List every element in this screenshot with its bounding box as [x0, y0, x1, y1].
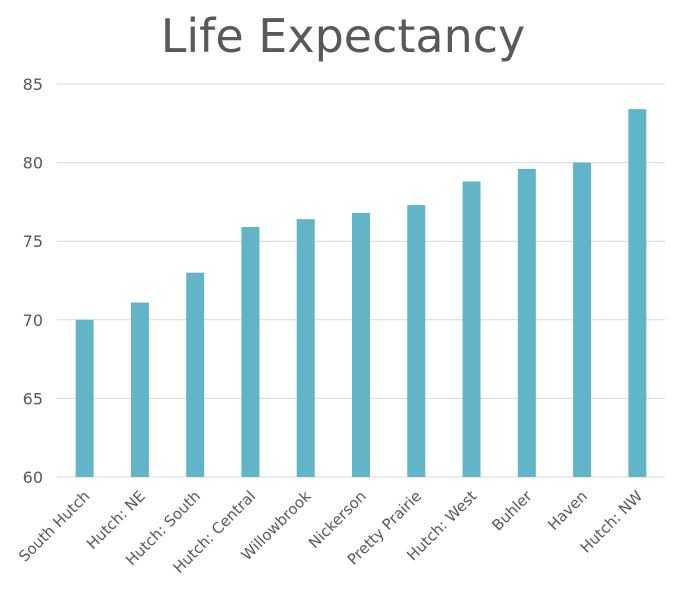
chart-title: Life Expectancy: [161, 9, 526, 63]
x-tick-label: Haven: [544, 487, 591, 534]
bar: [352, 213, 370, 477]
bar: [518, 169, 536, 477]
y-tick-label: 60: [23, 468, 43, 487]
bars: [76, 109, 647, 477]
x-tick-label: Buhler: [488, 487, 536, 535]
bar: [76, 320, 94, 477]
y-tick-label: 80: [23, 154, 43, 173]
bar: [628, 109, 646, 477]
y-tick-label: 85: [23, 75, 43, 94]
bar: [241, 227, 259, 477]
y-tick-label: 65: [23, 389, 43, 408]
bar: [407, 205, 425, 477]
bar: [297, 219, 315, 477]
bar: [186, 273, 204, 477]
y-tick-label: 70: [23, 311, 43, 330]
bar: [573, 163, 591, 477]
bar: [131, 303, 149, 477]
y-tick-label: 75: [23, 232, 43, 251]
y-axis-tick-labels: 60 65 70 75 80 85: [23, 75, 43, 487]
bar: [463, 181, 481, 477]
x-tick-label: South Hutch: [15, 487, 93, 565]
